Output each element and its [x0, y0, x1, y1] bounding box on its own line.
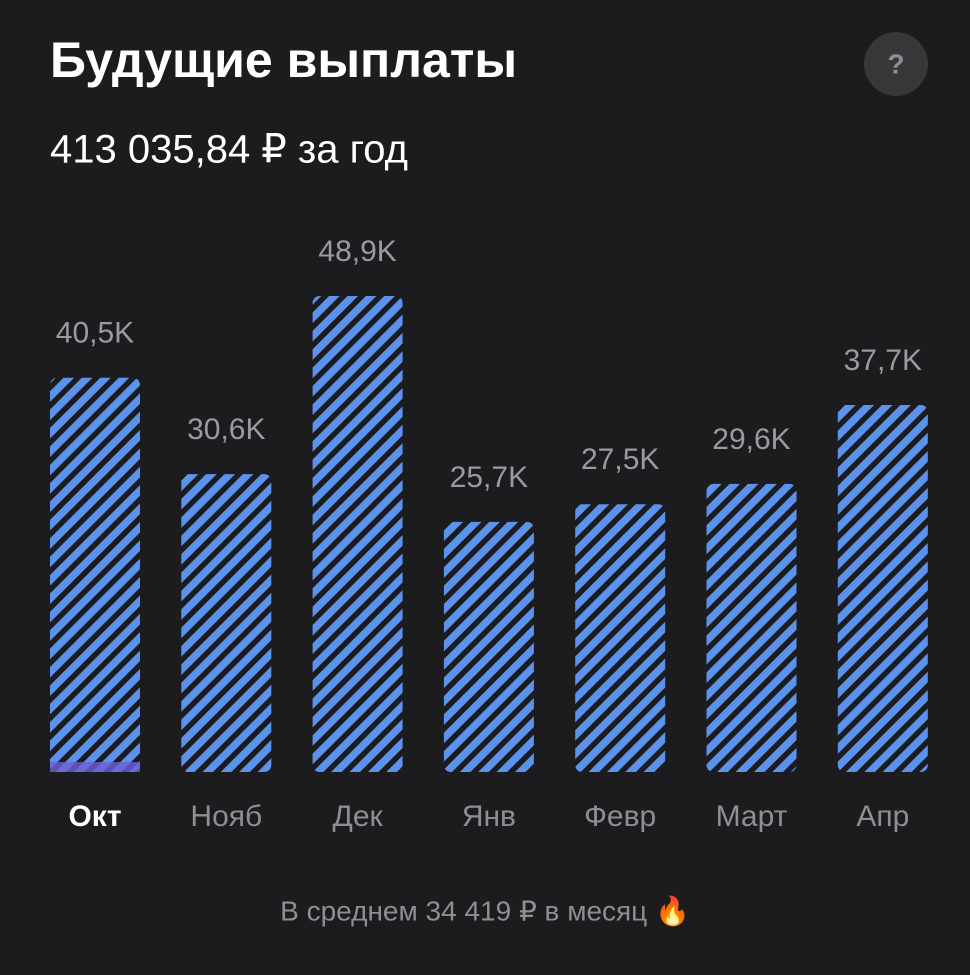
bar-received: [50, 762, 140, 772]
value-label: 37,7K: [844, 344, 922, 377]
value-label: 40,5K: [56, 317, 134, 350]
value-label: 48,9K: [318, 235, 396, 268]
subtitle: 413 035,84 ₽ за год: [50, 128, 408, 172]
bar: [50, 377, 140, 772]
value-label: 30,6K: [187, 413, 265, 446]
bar: [181, 474, 272, 772]
title: Будущие выплаты: [50, 32, 517, 88]
help-icon[interactable]: ?: [887, 48, 904, 79]
value-label: 27,5K: [581, 443, 659, 476]
bar: [706, 483, 797, 772]
x-tick-label[interactable]: Февр: [584, 800, 656, 833]
x-tick-label[interactable]: Нояб: [190, 800, 262, 833]
x-tick-label[interactable]: Апр: [856, 800, 909, 833]
x-tick-label[interactable]: Янв: [462, 800, 516, 833]
x-tick-label[interactable]: Дек: [333, 800, 384, 833]
bar: [312, 296, 403, 772]
x-tick-label[interactable]: Окт: [68, 800, 121, 833]
help-button[interactable]: [864, 32, 928, 96]
footer-note: В среднем 34 419 ₽ в месяц 🔥: [280, 894, 690, 927]
x-tick-label[interactable]: Март: [716, 800, 788, 833]
bar: [443, 521, 534, 772]
value-label: 29,6K: [712, 423, 790, 456]
bar: [575, 504, 666, 772]
bar: [837, 405, 928, 772]
value-label: 25,7K: [450, 461, 528, 494]
